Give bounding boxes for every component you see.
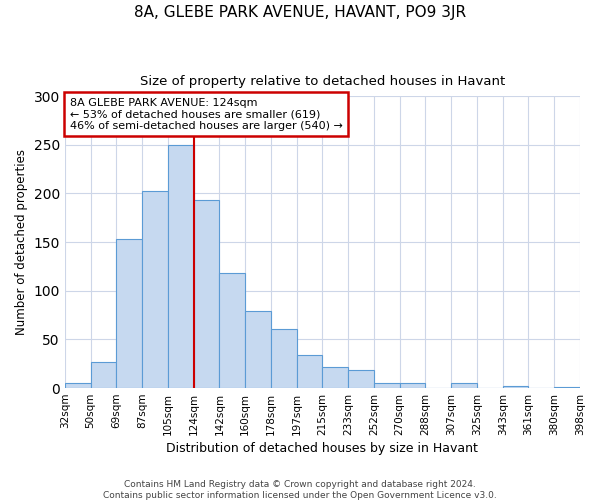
Bar: [142, 192, 168, 388]
Bar: [91, 362, 116, 388]
Bar: [65, 383, 91, 388]
Y-axis label: Number of detached properties: Number of detached properties: [15, 149, 28, 335]
Text: 8A GLEBE PARK AVENUE: 124sqm
← 53% of detached houses are smaller (619)
46% of s: 8A GLEBE PARK AVENUE: 124sqm ← 53% of de…: [70, 98, 343, 131]
Text: Contains HM Land Registry data © Crown copyright and database right 2024.
Contai: Contains HM Land Registry data © Crown c…: [103, 480, 497, 500]
Bar: [400, 383, 425, 388]
Title: Size of property relative to detached houses in Havant: Size of property relative to detached ho…: [140, 75, 505, 88]
Bar: [503, 386, 529, 388]
X-axis label: Distribution of detached houses by size in Havant: Distribution of detached houses by size …: [166, 442, 478, 455]
Bar: [554, 387, 580, 388]
Bar: [348, 370, 374, 388]
Bar: [296, 355, 322, 388]
Bar: [168, 145, 194, 388]
Bar: [220, 273, 245, 388]
Bar: [245, 311, 271, 388]
Bar: [271, 328, 296, 388]
Bar: [322, 366, 348, 388]
Bar: [194, 200, 220, 388]
Bar: [451, 383, 477, 388]
Bar: [374, 383, 400, 388]
Bar: [116, 239, 142, 388]
Text: 8A, GLEBE PARK AVENUE, HAVANT, PO9 3JR: 8A, GLEBE PARK AVENUE, HAVANT, PO9 3JR: [134, 5, 466, 20]
